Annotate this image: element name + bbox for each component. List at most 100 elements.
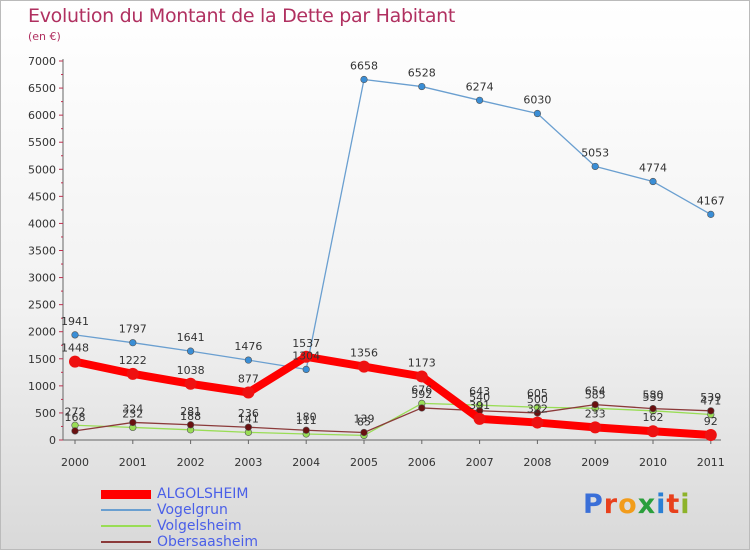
series-algolsheim (69, 350, 717, 442)
x-tick-label: 2003 (234, 456, 262, 469)
data-label: 539 (643, 391, 664, 404)
data-label: 1797 (119, 323, 147, 336)
series-line (74, 78, 712, 371)
data-point (704, 429, 717, 442)
x-tick-label: 2002 (177, 456, 205, 469)
x-tick-label: 2008 (523, 456, 551, 469)
chart-axes (62, 59, 721, 441)
series-line (74, 402, 711, 437)
chart-subtitle: (en €) (28, 30, 61, 43)
y-tick-label: 4000 (28, 217, 56, 230)
data-point (533, 409, 542, 417)
data-label: 1476 (234, 340, 262, 353)
data-label: 539 (700, 391, 721, 404)
data-label: 6274 (466, 80, 494, 93)
series-obersaasheim (71, 400, 715, 437)
chart-title: Evolution du Montant de la Dette par Hab… (28, 5, 456, 27)
data-label: 5053 (581, 146, 609, 159)
data-label: 1222 (119, 354, 147, 367)
data-point (473, 412, 486, 425)
legend-swatch (101, 489, 151, 499)
data-label: 1641 (177, 331, 205, 344)
data-point (533, 109, 542, 118)
legend-swatch (101, 509, 151, 511)
data-label: 1356 (350, 347, 378, 360)
legend-label: Vogelgrun (157, 502, 228, 518)
data-label: 471 (700, 394, 721, 407)
data-label: 1038 (177, 364, 205, 377)
data-label: 324 (122, 402, 143, 415)
data-label: 188 (180, 410, 201, 423)
data-point (418, 82, 426, 91)
data-label: 92 (704, 415, 718, 428)
y-tick-label: 3000 (28, 272, 56, 285)
proxiti-logo: Proxiti (583, 489, 691, 520)
y-tick-label: 2500 (28, 299, 56, 312)
data-point (649, 177, 657, 186)
data-label: 162 (643, 411, 664, 424)
legend-label: Volgelsheim (157, 518, 242, 534)
legend-item: Obersaasheim (101, 534, 301, 550)
x-tick-label: 2011 (697, 456, 725, 469)
data-label: 6658 (350, 60, 378, 73)
data-point (187, 421, 195, 429)
data-point (476, 96, 484, 104)
legend-label: ALGOLSHEIM (157, 486, 249, 502)
y-tick-label: 1000 (28, 380, 56, 393)
data-label: 500 (527, 393, 548, 406)
data-label: 877 (238, 373, 259, 386)
data-point (187, 347, 195, 355)
data-label: 233 (585, 407, 606, 420)
data-point (591, 400, 599, 409)
data-label: 654 (585, 385, 606, 398)
data-point (129, 418, 137, 427)
y-tick-label: 1500 (28, 353, 56, 366)
x-tick-label: 2005 (350, 456, 378, 469)
data-label: 6528 (408, 67, 436, 80)
data-point (589, 421, 602, 434)
series-layer (69, 75, 717, 442)
data-point (360, 428, 368, 437)
data-label: 85 (357, 415, 371, 428)
data-label: 322 (527, 403, 548, 416)
y-axis-ticks: 0 500 1000 1500 2000 2500 3000 3500 4000 4500 5000… (28, 55, 63, 447)
legend-swatch (101, 541, 151, 543)
data-point (418, 404, 426, 412)
data-point (129, 339, 137, 347)
data-label: 676 (411, 383, 432, 396)
legend-item: Volgelsheim (101, 518, 301, 534)
series-line (74, 352, 712, 440)
data-point (242, 386, 255, 399)
x-tick-label: 2009 (581, 456, 609, 469)
data-point (126, 367, 139, 380)
data-point (244, 423, 252, 431)
data-label: 6030 (523, 94, 551, 107)
legend-item: ALGOLSHEIM (101, 486, 301, 502)
data-point (531, 416, 544, 429)
data-label: 1304 (292, 349, 320, 362)
data-point (360, 75, 368, 84)
y-tick-label: 6000 (28, 109, 56, 122)
data-point (69, 355, 81, 368)
data-label: 391 (469, 399, 490, 412)
data-point (244, 356, 252, 364)
data-point (707, 407, 715, 415)
data-label: 180 (296, 410, 317, 423)
data-label: 141 (238, 412, 259, 425)
y-tick-label: 5500 (28, 136, 56, 149)
y-tick-label: 6500 (28, 82, 56, 95)
data-label: 168 (65, 411, 86, 424)
data-labels: 1448 1222 1038 877 1537 1356 1173 391 322 233 162 9… (61, 60, 725, 429)
data-label: 1173 (408, 356, 436, 369)
y-tick-label: 7000 (28, 55, 56, 68)
data-point (647, 425, 659, 438)
series-line (74, 403, 711, 434)
y-tick-label: 0 (49, 434, 56, 447)
data-label: 236 (238, 407, 259, 420)
data-label: 1537 (292, 337, 320, 350)
data-point (649, 404, 657, 413)
x-tick-label: 2007 (466, 456, 494, 469)
x-tick-label: 2004 (292, 456, 320, 469)
data-label: 111 (296, 414, 317, 427)
x-tick-label: 2001 (119, 456, 147, 469)
